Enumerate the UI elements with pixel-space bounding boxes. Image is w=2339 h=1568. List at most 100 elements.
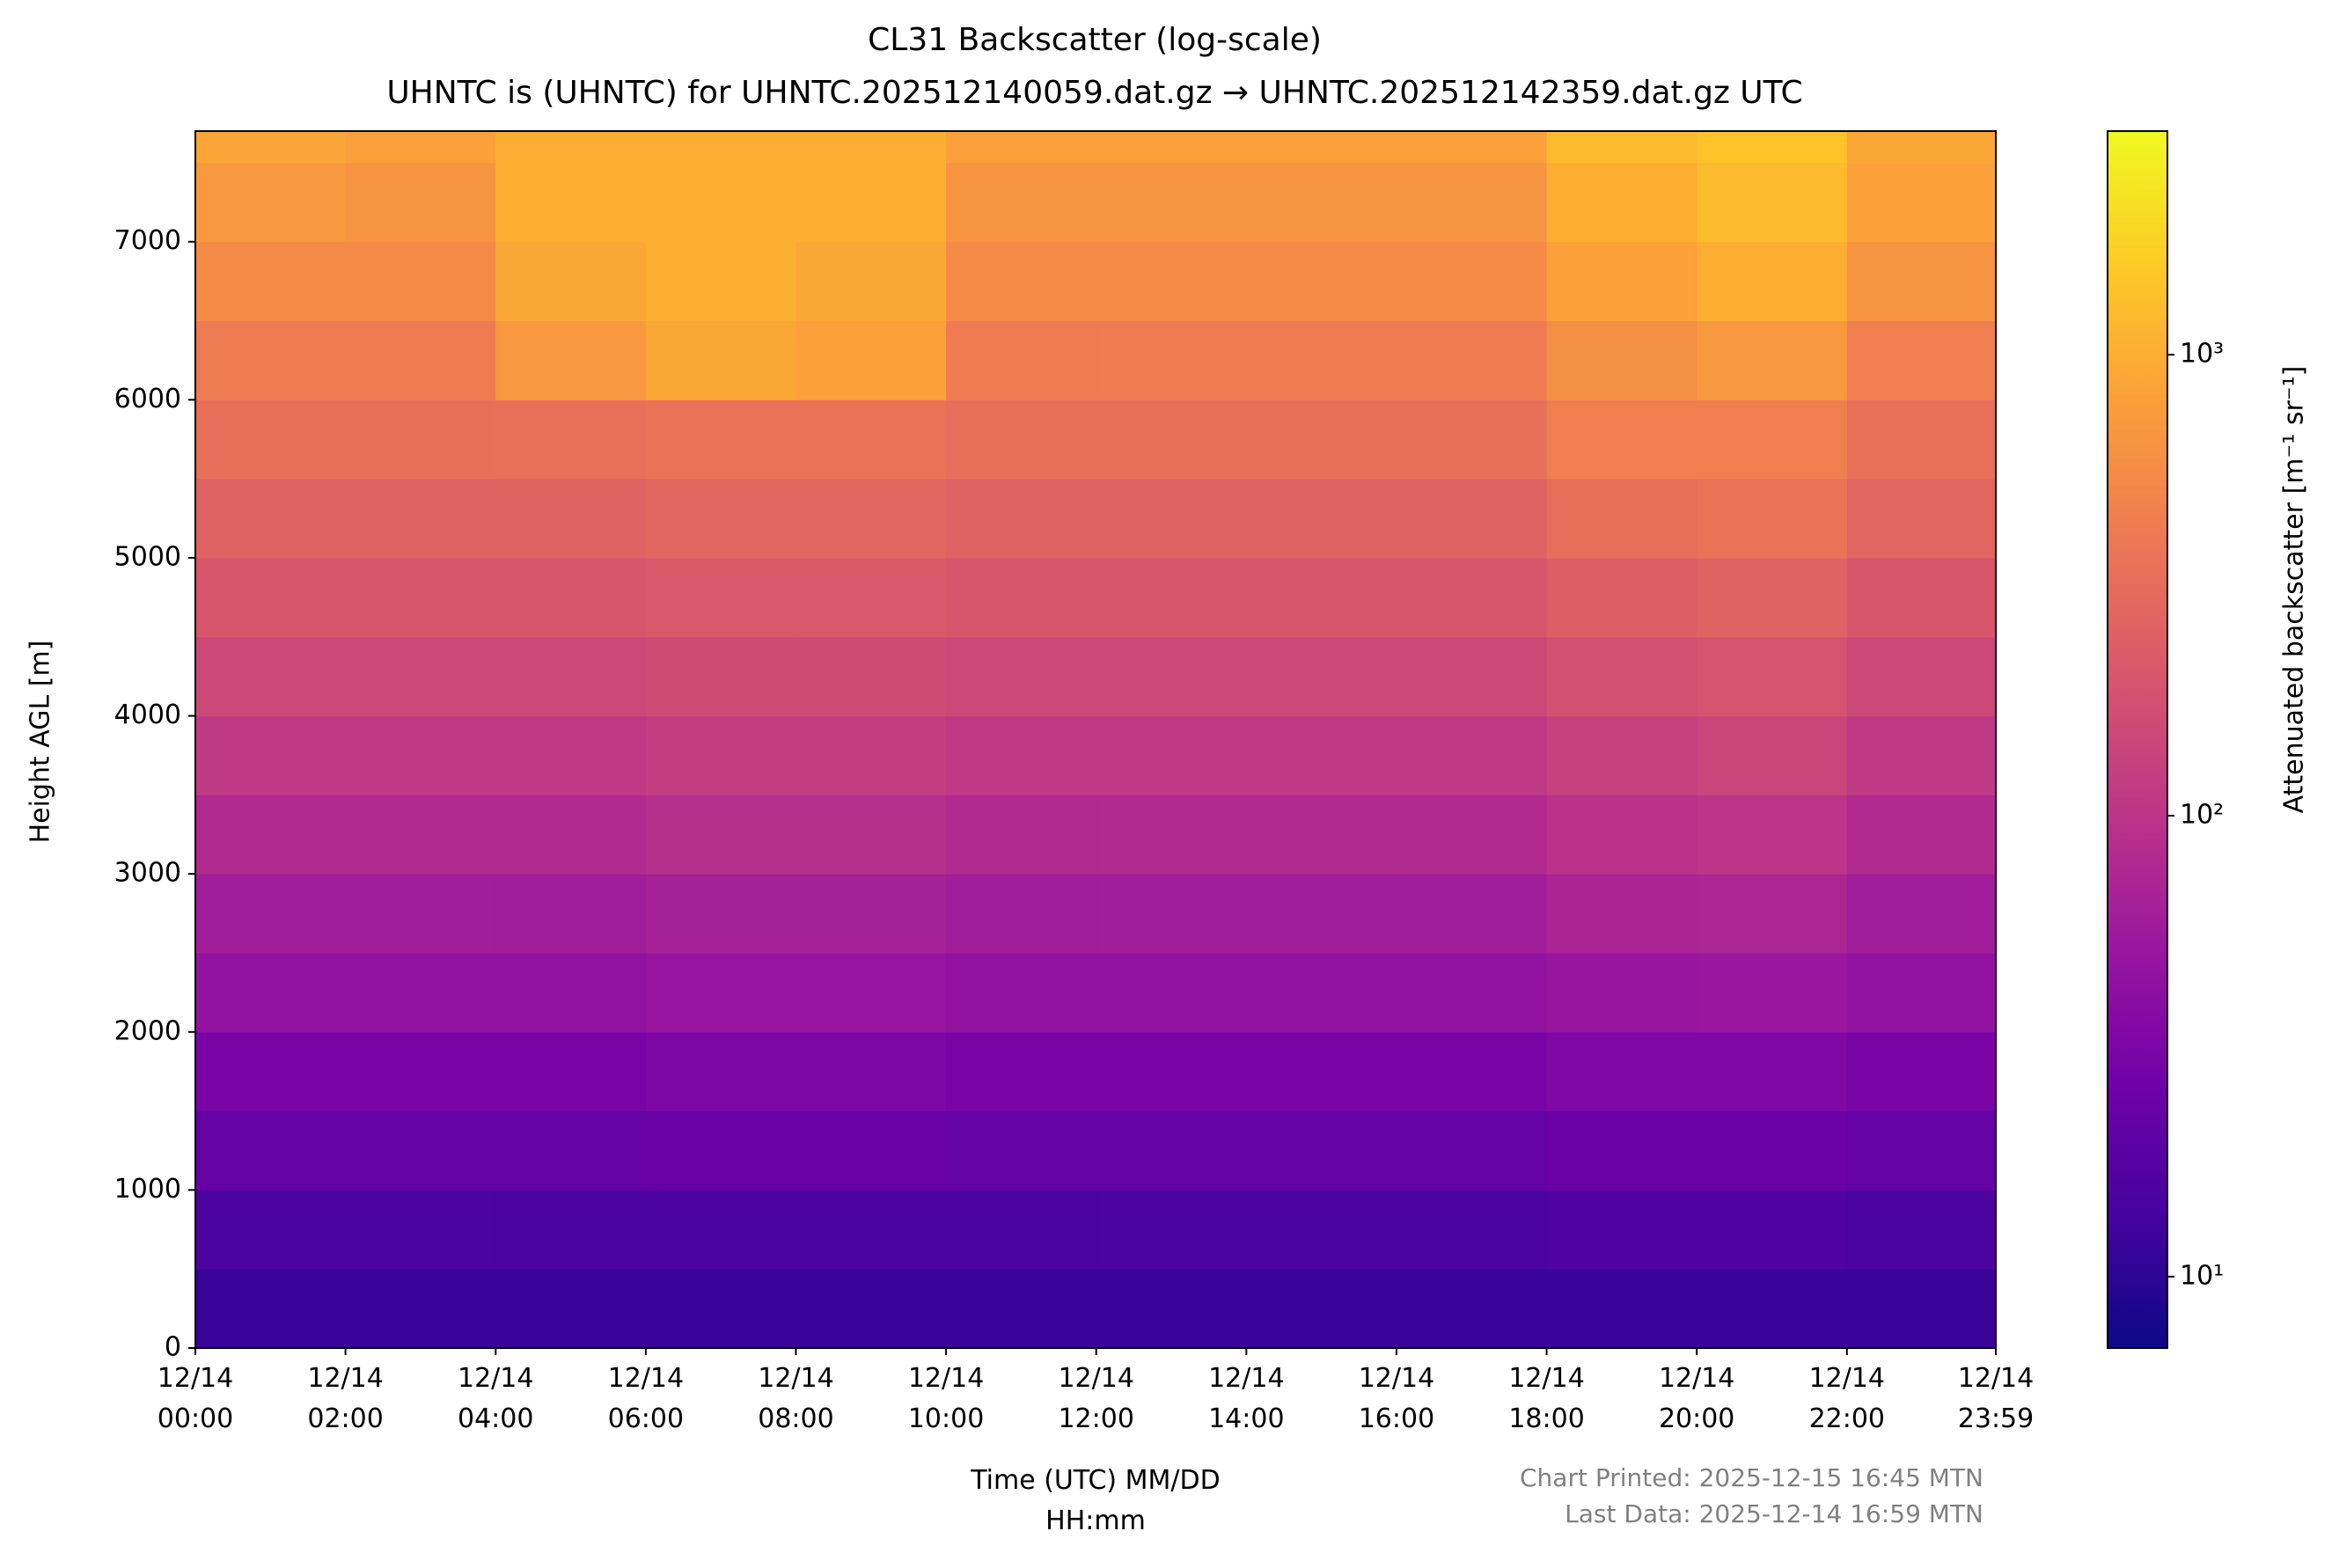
heatmap-cell — [195, 1110, 347, 1191]
heatmap-cell — [946, 1110, 1097, 1191]
heatmap-cell — [946, 952, 1097, 1033]
heatmap-cell — [796, 1190, 947, 1270]
heatmap-cell — [1246, 874, 1397, 954]
heatmap-cell — [796, 1110, 947, 1191]
heatmap-cell — [495, 131, 647, 164]
heatmap-cell — [1546, 874, 1697, 954]
heatmap-cell — [1396, 715, 1548, 795]
heatmap-cell — [495, 399, 647, 480]
heatmap-cell — [1846, 1110, 1997, 1191]
heatmap-cell — [1096, 320, 1247, 400]
heatmap-cell — [1697, 1190, 1848, 1270]
chart-subtitle: UHNTC is (UHNTC) for UHNTC.202512140059.… — [386, 75, 1802, 111]
heatmap-cell — [1396, 1269, 1548, 1349]
heatmap-cell — [1846, 1031, 1997, 1112]
heatmap-cell — [946, 636, 1097, 717]
heatmap-cell — [345, 241, 496, 322]
heatmap-cell — [1846, 399, 1997, 480]
heatmap-cell — [495, 1031, 647, 1112]
heatmap-cell — [1246, 399, 1397, 480]
heatmap-cell — [1246, 557, 1397, 638]
heatmap-cell — [1096, 557, 1247, 638]
heatmap-cell — [495, 715, 647, 795]
heatmap-cell — [1697, 1269, 1848, 1349]
y-tick-label: 3000 — [114, 858, 181, 889]
colorbar — [2107, 130, 2168, 1349]
heatmap-cell — [796, 162, 947, 243]
heatmap-cell — [1546, 479, 1697, 559]
heatmap-cell — [1546, 1269, 1697, 1349]
heatmap-cell — [1546, 715, 1697, 795]
heatmap-cell — [1697, 320, 1848, 400]
heatmap-cell — [495, 1110, 647, 1191]
heatmap-cell — [345, 131, 496, 164]
heatmap-cell — [1096, 636, 1247, 717]
heatmap-cell — [796, 241, 947, 322]
heatmap-cell — [645, 241, 796, 322]
footnote: Chart Printed: 2025-12-15 16:45 MTN — [1520, 1463, 1983, 1492]
heatmap-cell — [1546, 795, 1697, 875]
heatmap-cell — [345, 795, 496, 875]
heatmap-cell — [1096, 1031, 1247, 1112]
heatmap-cell — [1096, 1190, 1247, 1270]
heatmap-cell — [1246, 715, 1397, 795]
heatmap-cell — [195, 131, 347, 164]
heatmap-cell — [946, 479, 1097, 559]
heatmap-cell — [1697, 636, 1848, 717]
heatmap-cell — [1096, 162, 1247, 243]
heatmap-cell — [1396, 399, 1548, 480]
heatmap-cell — [1546, 320, 1697, 400]
heatmap-cell — [195, 162, 347, 243]
heatmap-cell — [1396, 636, 1548, 717]
heatmap-cell — [1846, 320, 1997, 400]
heatmap-cell — [645, 1031, 796, 1112]
heatmap-cell — [1697, 874, 1848, 954]
heatmap-cell — [1246, 131, 1397, 164]
heatmap-cell — [1697, 715, 1848, 795]
y-tick-label: 0 — [165, 1332, 181, 1363]
heatmap-cell — [345, 162, 496, 243]
heatmap-cell — [1246, 1190, 1397, 1270]
heatmap-cell — [345, 636, 496, 717]
heatmap-cell — [1096, 874, 1247, 954]
x-tick-label: 12/14 14:00 — [1208, 1363, 1285, 1434]
heatmap-cell — [1246, 479, 1397, 559]
heatmap-cell — [645, 131, 796, 164]
heatmap-cell — [1396, 241, 1548, 322]
heatmap-cell — [345, 715, 496, 795]
heatmap-cell — [495, 241, 647, 322]
heatmap-cell — [345, 1031, 496, 1112]
heatmap-cell — [195, 479, 347, 559]
heatmap-cell — [345, 399, 496, 480]
x-tick-label: 12/14 20:00 — [1658, 1363, 1735, 1434]
y-tick-label: 1000 — [114, 1174, 181, 1205]
heatmap-cell — [495, 162, 647, 243]
heatmap-cell — [1697, 241, 1848, 322]
heatmap-cell — [495, 1190, 647, 1270]
heatmap-cell — [946, 131, 1097, 164]
heatmap-cell — [645, 1190, 796, 1270]
heatmap-cell — [1396, 795, 1548, 875]
heatmap-cell — [1246, 1110, 1397, 1191]
heatmap-cell — [796, 795, 947, 875]
heatmap-cell — [645, 1110, 796, 1191]
y-tick-label: 2000 — [114, 1015, 181, 1046]
heatmap-cell — [345, 1110, 496, 1191]
heatmap-cell — [1546, 636, 1697, 717]
heatmap-cell — [345, 1269, 496, 1349]
heatmap-cell — [946, 399, 1097, 480]
heatmap-cell — [195, 636, 347, 717]
heatmap-cell — [1846, 1190, 1997, 1270]
heatmap-cell — [645, 715, 796, 795]
heatmap-cell — [946, 241, 1097, 322]
heatmap-cell — [1546, 241, 1697, 322]
chart-title: CL31 Backscatter (log-scale) — [868, 22, 1322, 58]
heatmap-cell — [645, 952, 796, 1033]
heatmap-cell — [796, 952, 947, 1033]
heatmap-cell — [345, 1190, 496, 1270]
y-axis-label: Height AGL [m] — [26, 641, 56, 844]
heatmap-cell — [1846, 557, 1997, 638]
heatmap-cell — [1396, 131, 1548, 164]
